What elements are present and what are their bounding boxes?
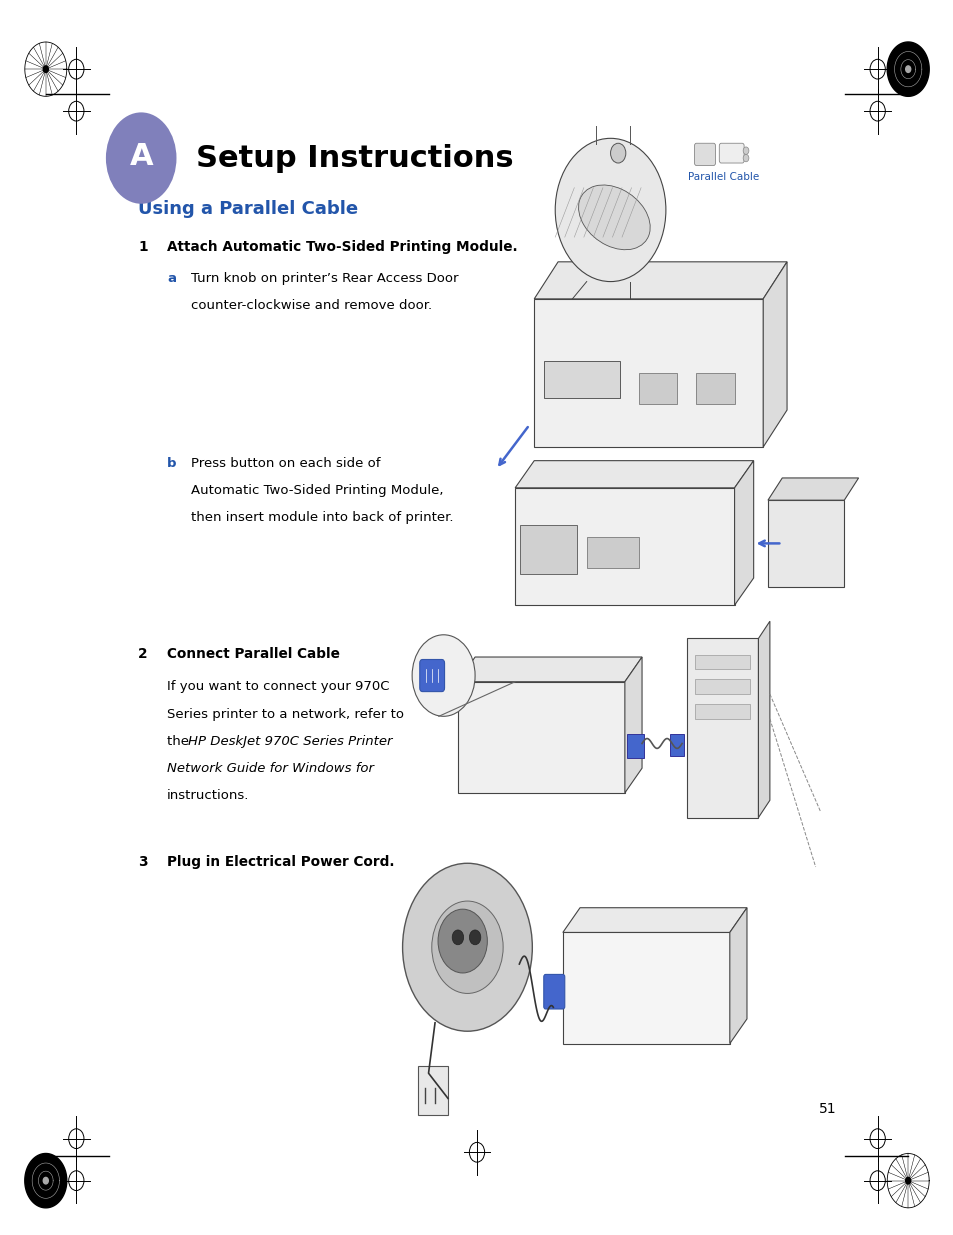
Polygon shape [734, 461, 753, 605]
Text: 51: 51 [819, 1102, 836, 1116]
Bar [417, 1066, 448, 1115]
FancyBboxPatch shape [543, 974, 564, 1009]
Circle shape [742, 147, 748, 154]
Bar [534, 299, 762, 447]
Circle shape [469, 930, 480, 945]
Circle shape [555, 138, 665, 282]
Text: Automatic Two-Sided Printing Module,: Automatic Two-Sided Printing Module, [191, 484, 443, 498]
Bar [543, 361, 619, 398]
Text: a: a [167, 272, 175, 285]
Polygon shape [25, 1153, 67, 1208]
Polygon shape [624, 657, 641, 793]
Bar [696, 373, 734, 404]
Text: Using a Parallel Cable: Using a Parallel Cable [138, 200, 358, 219]
Text: Attach Automatic Two-Sided Printing Module.: Attach Automatic Two-Sided Printing Modu… [167, 240, 517, 253]
Text: If you want to connect your 970C: If you want to connect your 970C [167, 680, 389, 694]
Text: A: A [130, 142, 152, 172]
Text: Connect Parallel Cable: Connect Parallel Cable [167, 647, 339, 661]
Text: 1: 1 [138, 240, 148, 253]
FancyBboxPatch shape [719, 143, 743, 163]
Text: 2: 2 [138, 647, 148, 661]
Bar [515, 488, 734, 605]
Polygon shape [729, 908, 746, 1044]
Polygon shape [758, 621, 769, 818]
Bar [586, 537, 639, 568]
Polygon shape [886, 42, 928, 96]
Text: then insert module into back of printer.: then insert module into back of printer. [191, 511, 453, 525]
Polygon shape [762, 262, 786, 447]
Text: instructions.: instructions. [167, 789, 249, 803]
Bar [519, 525, 577, 574]
Text: Setup Instructions: Setup Instructions [195, 143, 513, 173]
Text: Turn knob on printer’s Rear Access Door: Turn knob on printer’s Rear Access Door [191, 272, 457, 285]
Circle shape [437, 909, 487, 973]
Bar [562, 932, 729, 1044]
Circle shape [43, 1177, 49, 1184]
Polygon shape [515, 461, 753, 488]
Circle shape [412, 635, 475, 716]
Bar [639, 373, 677, 404]
Text: Press button on each side of: Press button on each side of [191, 457, 380, 471]
Polygon shape [534, 262, 786, 299]
Text: b: b [167, 457, 176, 471]
Bar [694, 679, 749, 694]
Polygon shape [457, 657, 641, 682]
Circle shape [904, 65, 910, 73]
Polygon shape [43, 65, 49, 73]
Polygon shape [904, 1177, 910, 1184]
Text: the: the [167, 735, 193, 748]
Circle shape [432, 902, 502, 993]
Bar [694, 655, 749, 669]
Circle shape [610, 143, 625, 163]
Circle shape [742, 154, 748, 162]
Bar [767, 500, 843, 587]
Bar [694, 704, 749, 719]
Bar [686, 638, 758, 818]
FancyBboxPatch shape [419, 659, 444, 692]
Bar [626, 734, 643, 758]
Text: HP DeskJet 970C Series Printer: HP DeskJet 970C Series Printer [188, 735, 392, 748]
Text: Plug in Electrical Power Cord.: Plug in Electrical Power Cord. [167, 855, 394, 868]
FancyBboxPatch shape [694, 143, 715, 165]
Polygon shape [767, 478, 858, 500]
Ellipse shape [578, 185, 650, 249]
Circle shape [402, 863, 532, 1031]
Text: counter-clockwise and remove door.: counter-clockwise and remove door. [191, 299, 432, 312]
Text: Network Guide for Windows for: Network Guide for Windows for [167, 762, 374, 776]
Circle shape [106, 112, 176, 204]
Text: Series printer to a network, refer to: Series printer to a network, refer to [167, 708, 403, 721]
Polygon shape [562, 908, 746, 932]
Text: 3: 3 [138, 855, 148, 868]
Bar [669, 734, 683, 756]
Text: Parallel Cable: Parallel Cable [687, 172, 758, 182]
Circle shape [452, 930, 463, 945]
Bar [457, 682, 624, 793]
